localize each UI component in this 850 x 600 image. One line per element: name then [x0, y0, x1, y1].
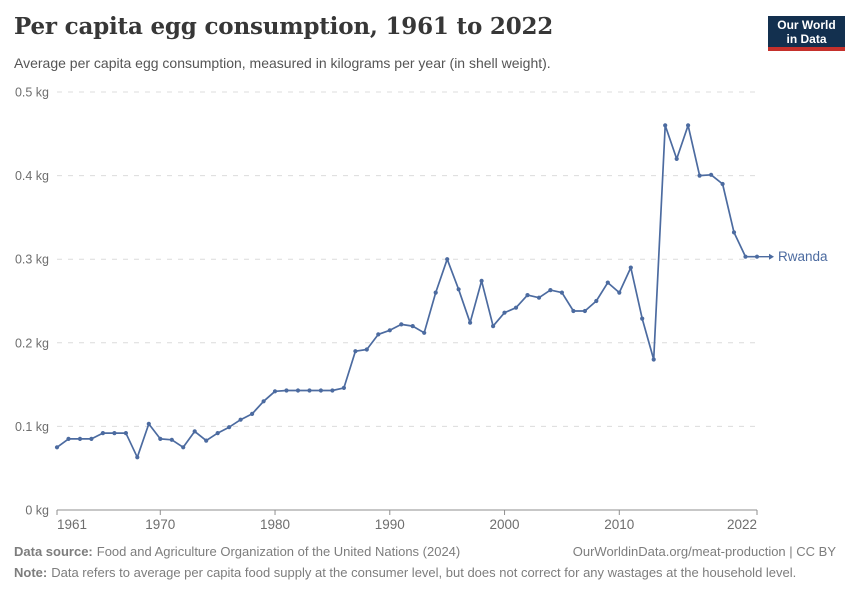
- data-point-1998[interactable]: [479, 278, 484, 283]
- data-point-1999[interactable]: [491, 324, 496, 329]
- data-point-2022[interactable]: [754, 254, 760, 259]
- data-point-1965[interactable]: [100, 431, 105, 436]
- data-point-1964[interactable]: [89, 436, 94, 441]
- x-tick-label: 2022: [727, 517, 757, 532]
- data-point-2014[interactable]: [663, 123, 668, 128]
- data-point-1986[interactable]: [341, 385, 346, 390]
- y-tick-label: 0.5 kg: [15, 86, 49, 100]
- owid-logo-red-bar: [768, 47, 845, 51]
- entity-label-rwanda[interactable]: Rwanda: [778, 249, 828, 264]
- owid-logo[interactable]: Our World in Data: [768, 16, 845, 51]
- data-point-1967[interactable]: [123, 431, 128, 436]
- data-point-1968[interactable]: [135, 455, 140, 460]
- owid-logo-line1: Our World: [777, 17, 836, 32]
- data-point-1970[interactable]: [158, 436, 163, 441]
- data-point-1994[interactable]: [433, 290, 438, 295]
- data-point-1969[interactable]: [146, 421, 151, 426]
- data-point-2010[interactable]: [617, 290, 622, 295]
- data-source-text: Food and Agriculture Organization of the…: [96, 544, 461, 559]
- x-tick-label: 1990: [375, 517, 405, 532]
- y-tick-label: 0.2 kg: [15, 336, 49, 350]
- chart-footer: Data source: Food and Agriculture Organiz…: [14, 541, 836, 583]
- data-point-2004[interactable]: [548, 288, 553, 293]
- data-point-1992[interactable]: [410, 324, 415, 329]
- data-point-2017[interactable]: [697, 173, 702, 178]
- y-tick-label: 0.4 kg: [15, 169, 49, 183]
- data-point-1977[interactable]: [238, 417, 243, 422]
- line-chart: 0.5 kg 0.4 kg 0.3 kg 0.2 kg 0.1 kg 0 kg 1961 19…: [15, 86, 828, 533]
- data-point-1993[interactable]: [422, 330, 427, 335]
- data-point-1989[interactable]: [376, 332, 381, 337]
- data-point-1988[interactable]: [364, 347, 369, 352]
- chart-title: Per capita egg consumption, 1961 to 2022: [14, 13, 554, 40]
- data-point-2002[interactable]: [525, 293, 530, 298]
- note-label: Note:: [14, 565, 48, 580]
- data-point-1984[interactable]: [318, 388, 323, 393]
- x-tick-label: 1970: [145, 517, 175, 532]
- data-point-1966[interactable]: [112, 431, 117, 436]
- data-point-1962[interactable]: [66, 436, 71, 441]
- data-point-2016[interactable]: [686, 123, 691, 128]
- data-point-2003[interactable]: [536, 295, 542, 300]
- data-point-1982[interactable]: [295, 388, 301, 393]
- y-tick-label: 0.1 kg: [15, 420, 49, 434]
- y-tick-label: 0 kg: [25, 504, 49, 518]
- note-text: Data refers to average per capita food s…: [51, 565, 797, 580]
- series-line-rwanda[interactable]: [56, 124, 758, 459]
- data-point-1963[interactable]: [77, 436, 83, 441]
- x-tick-label: 1961: [57, 517, 87, 532]
- x-tick-label: 2000: [490, 517, 520, 532]
- data-point-1972[interactable]: [181, 445, 186, 450]
- data-source-label: Data source:: [14, 544, 93, 559]
- data-point-1980[interactable]: [272, 389, 278, 394]
- entity-label-arrow-icon: [769, 253, 774, 260]
- data-point-1981[interactable]: [284, 388, 289, 393]
- data-point-2007[interactable]: [582, 308, 588, 314]
- data-point-2005[interactable]: [559, 290, 565, 295]
- data-point-1978[interactable]: [250, 411, 255, 416]
- data-point-1971[interactable]: [169, 437, 174, 442]
- x-tick-label: 1980: [260, 517, 290, 532]
- owid-citation-link[interactable]: OurWorldinData.org/meat-production | CC …: [572, 544, 836, 559]
- data-point-2008[interactable]: [594, 298, 599, 304]
- data-point-2012[interactable]: [640, 316, 645, 321]
- data-point-2009[interactable]: [605, 280, 610, 285]
- data-point-1987[interactable]: [353, 349, 358, 354]
- y-tick-label: 0.3 kg: [15, 253, 49, 267]
- x-tick-label: 2010: [604, 517, 634, 532]
- data-point-1995[interactable]: [445, 257, 450, 262]
- data-point-2021[interactable]: [743, 254, 748, 259]
- data-point-2013[interactable]: [651, 357, 656, 362]
- data-point-2018[interactable]: [709, 172, 714, 177]
- data-point-1983[interactable]: [307, 388, 312, 393]
- data-point-1976[interactable]: [227, 425, 232, 430]
- data-point-2006[interactable]: [571, 308, 576, 314]
- data-point-1974[interactable]: [204, 438, 209, 443]
- data-point-2015[interactable]: [674, 156, 679, 161]
- data-point-1973[interactable]: [192, 429, 197, 434]
- data-point-1990[interactable]: [387, 328, 392, 333]
- data-point-1961[interactable]: [54, 445, 60, 450]
- data-point-2000[interactable]: [502, 310, 507, 315]
- data-point-2020[interactable]: [731, 230, 737, 235]
- data-point-1979[interactable]: [261, 399, 266, 404]
- data-point-2011[interactable]: [628, 265, 633, 270]
- data-point-1975[interactable]: [215, 431, 220, 436]
- data-point-1985[interactable]: [330, 388, 335, 393]
- data-point-1996[interactable]: [456, 287, 461, 292]
- chart-subtitle: Average per capita egg consumption, meas…: [14, 55, 551, 71]
- data-point-1991[interactable]: [399, 322, 404, 327]
- data-point-2019[interactable]: [720, 181, 725, 187]
- data-point-1997[interactable]: [468, 320, 473, 325]
- data-point-2001[interactable]: [513, 305, 519, 310]
- data-source-line: Data source: Food and Agriculture Organiz…: [14, 541, 460, 562]
- owid-logo-line2: in Data: [786, 31, 827, 46]
- owid-logo-box: Our World in Data: [768, 16, 845, 47]
